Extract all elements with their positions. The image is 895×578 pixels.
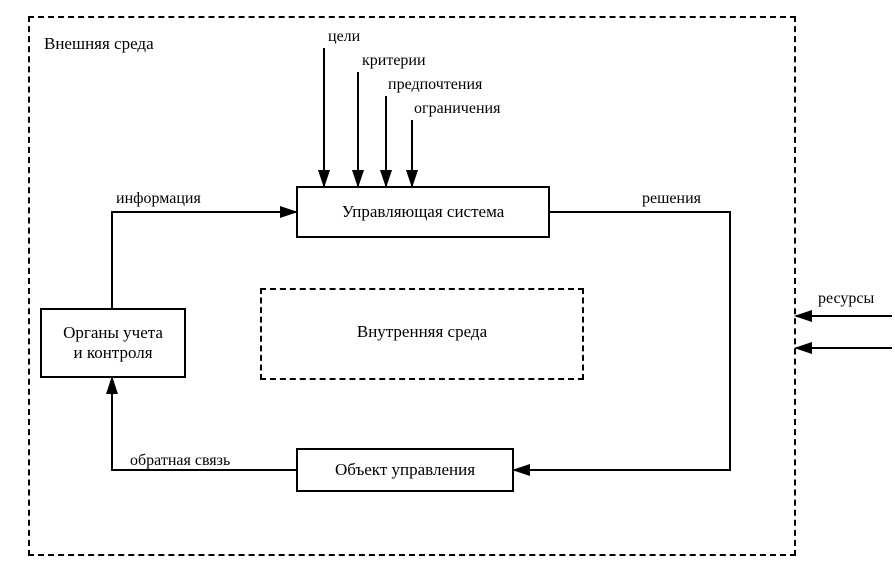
control-object-text: Объект управления — [335, 460, 475, 480]
decisions-label: решения — [642, 190, 701, 208]
criteria-label: критерии — [362, 52, 426, 70]
accounting-control-box: Органы учета и контроля — [40, 308, 186, 378]
feedback-label: обратная связь — [130, 452, 230, 470]
accounting-control-text: Органы учета и контроля — [63, 323, 163, 363]
controlling-system-text: Управляющая система — [342, 202, 505, 222]
resources-label: ресурсы — [818, 290, 874, 308]
diagram-canvas: Внешняя среда Внутренняя среда Управляющ… — [0, 0, 895, 578]
inner-environment-label: Внутренняя среда — [262, 322, 582, 342]
preferences-label: предпочтения — [388, 76, 482, 94]
outer-environment-label: Внешняя среда — [44, 34, 154, 54]
information-label: информация — [116, 190, 201, 208]
control-object-box: Объект управления — [296, 448, 514, 492]
controlling-system-box: Управляющая система — [296, 186, 550, 238]
inner-environment-frame: Внутренняя среда — [260, 288, 584, 380]
constraints-label: ограничения — [414, 100, 500, 118]
goals-label: цели — [328, 28, 360, 46]
